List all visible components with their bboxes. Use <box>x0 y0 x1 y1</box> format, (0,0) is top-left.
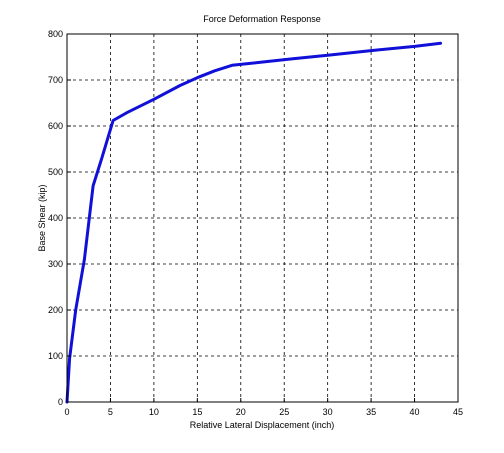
y-tick-label: 200 <box>48 305 63 315</box>
x-axis-title: Relative Lateral Displacement (inch) <box>190 420 335 430</box>
x-tick-label: 10 <box>149 407 159 417</box>
y-tick-label: 600 <box>48 121 63 131</box>
x-tick-label: 45 <box>453 407 463 417</box>
x-tick-label: 0 <box>64 407 69 417</box>
x-tick-label: 40 <box>410 407 420 417</box>
y-tick-label: 300 <box>48 259 63 269</box>
x-tick-label: 30 <box>323 407 333 417</box>
chart-title: Force Deformation Response <box>203 14 321 24</box>
x-axis-tick-labels: 0 5 10 15 20 25 30 35 40 45 <box>64 407 463 417</box>
tick-marks <box>66 33 459 403</box>
y-axis-title: Base Shear (kip) <box>37 184 47 251</box>
y-tick-label: 100 <box>48 351 63 361</box>
x-tick-label: 15 <box>192 407 202 417</box>
y-axis-tick-labels: 0 100 200 300 400 500 600 700 800 <box>48 29 63 407</box>
y-tick-label: 500 <box>48 167 63 177</box>
y-tick-label: 800 <box>48 29 63 39</box>
grid <box>67 34 458 402</box>
x-tick-label: 20 <box>236 407 246 417</box>
series-layer <box>65 41 443 404</box>
y-tick-label: 700 <box>48 75 63 85</box>
series-line <box>65 41 443 404</box>
x-tick-label: 25 <box>279 407 289 417</box>
x-tick-label: 5 <box>108 407 113 417</box>
y-tick-label: 0 <box>58 397 63 407</box>
y-tick-label: 400 <box>48 213 63 223</box>
x-tick-label: 35 <box>366 407 376 417</box>
